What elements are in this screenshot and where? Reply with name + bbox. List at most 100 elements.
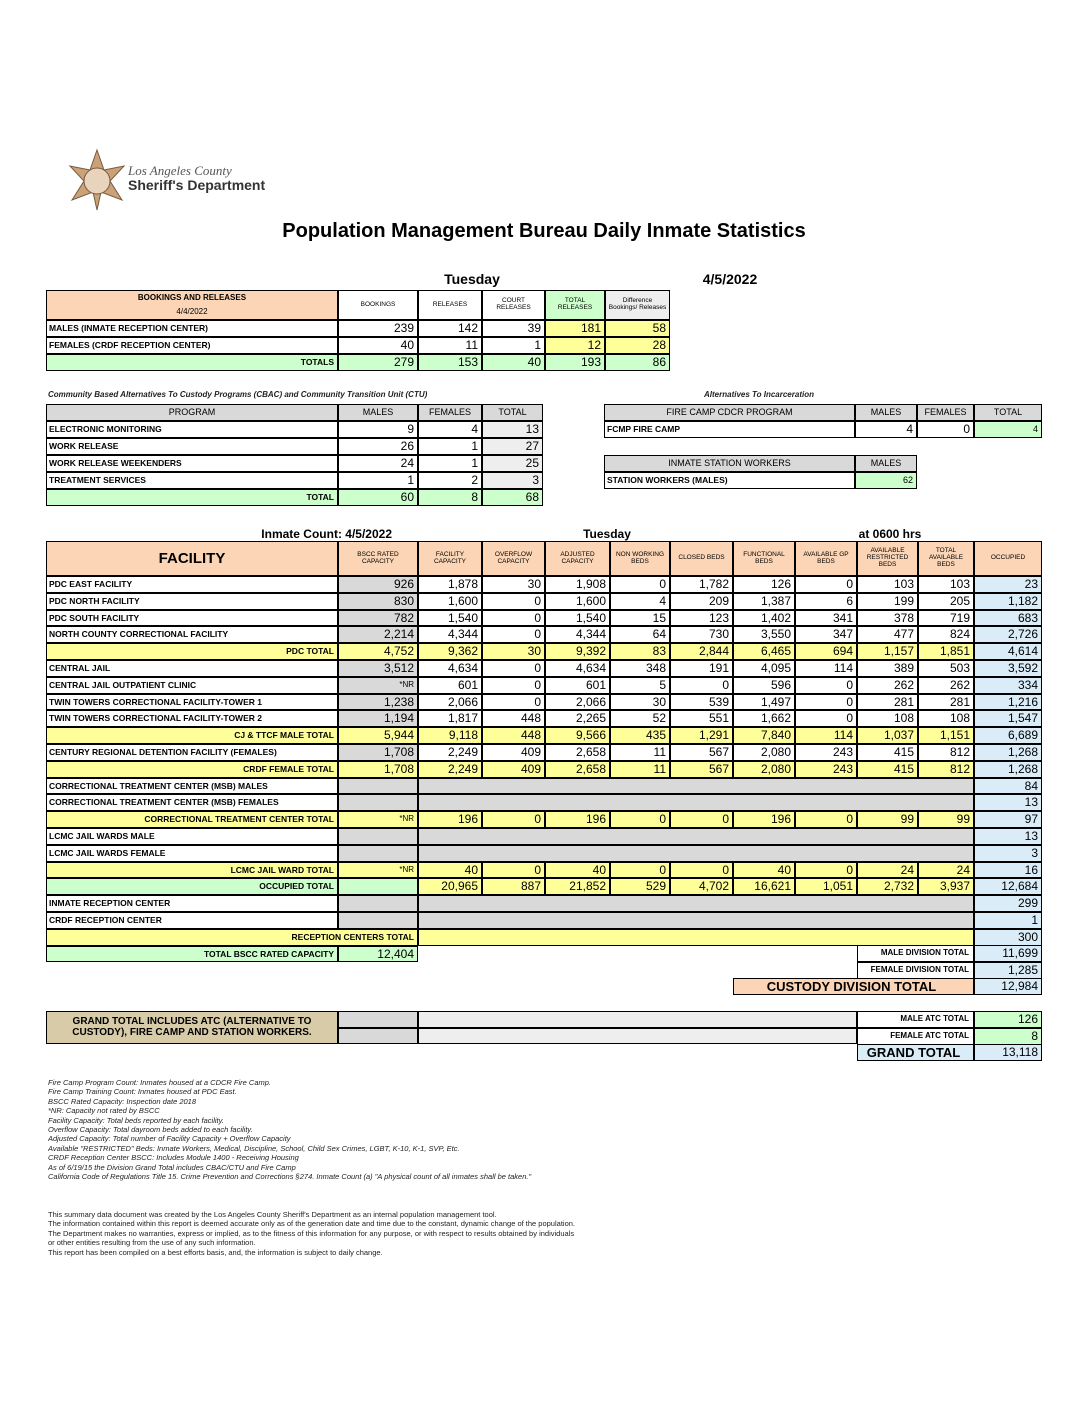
occupied-value: 1,182 (974, 592, 1042, 610)
cell-value: 1,051 (795, 878, 857, 896)
row-label: TOTAL BSCC RATED CAPACITY (46, 945, 338, 963)
cell-value: 415 (857, 760, 918, 778)
occupied-value: 12,684 (974, 878, 1042, 896)
cell-value: 13 (482, 421, 543, 438)
cell-value: 348 (610, 660, 670, 677)
date: 4/5/2022 (702, 270, 758, 287)
row-label: WORK RELEASE WEEKENDERS (46, 455, 338, 472)
cell-value: 694 (795, 643, 857, 660)
column-header: OVERFLOW CAPACITY (482, 541, 545, 576)
disclaimer-line: This report has been compiled on a best … (48, 1247, 383, 1257)
cell-value: 62 (855, 472, 917, 489)
cell-value: 52 (610, 710, 670, 728)
cell-value: 341 (795, 609, 857, 627)
empty-cell (418, 928, 974, 946)
column-header: TOTAL RELEASES (545, 290, 605, 320)
column-header: Difference Bookings/ Releases (605, 290, 670, 320)
column-header: FACILITY (46, 541, 338, 576)
cell-value: 12 (545, 337, 605, 354)
cell-value: 205 (918, 592, 974, 610)
cell-value: 347 (795, 626, 857, 644)
summary-value: 126 (974, 1011, 1042, 1028)
cell-value: 68 (482, 489, 543, 506)
column-header: ADJUSTED CAPACITY (545, 541, 610, 576)
occupied-value: 1,547 (974, 710, 1042, 728)
cell-value: 2,249 (418, 744, 482, 761)
cell-value: 114 (795, 660, 857, 677)
cell-value: 3,550 (733, 626, 795, 644)
cell-value: 4,095 (733, 660, 795, 677)
cell-value: 0 (795, 676, 857, 694)
cell-value: 2,066 (418, 693, 482, 711)
cell-value: 2 (418, 472, 482, 489)
cell-value: 2,658 (545, 744, 610, 761)
cell-value: 6 (795, 592, 857, 610)
cell-value: 4,752 (338, 643, 418, 660)
row-label: LCMC JAIL WARDS FEMALE (46, 844, 338, 862)
cell-value: 0 (482, 592, 545, 610)
cell-value: 0 (670, 676, 733, 694)
cell-value: 86 (605, 354, 670, 371)
row-label: NORTH COUNTY CORRECTIONAL FACILITY (46, 626, 338, 644)
cell-value: 1,662 (733, 710, 795, 728)
column-header: BOOKINGS (338, 290, 418, 320)
empty-cell (338, 1028, 418, 1044)
cell-value: 1,708 (338, 760, 418, 778)
cell-value: 243 (795, 760, 857, 778)
cell-value: 1,238 (338, 693, 418, 711)
cell-value: 1,817 (418, 710, 482, 728)
column-header: TOTAL (974, 404, 1042, 421)
column-header: FACILITY CAPACITY (418, 541, 482, 576)
cell-value: 1,878 (418, 576, 482, 593)
cell-value: 40 (545, 861, 610, 879)
cell-value: 103 (918, 576, 974, 593)
column-header: NON WORKING BEDS (610, 541, 670, 576)
cell-value: 196 (733, 811, 795, 828)
row-label: WORK RELEASE (46, 438, 338, 455)
cell-value: 20,965 (418, 878, 482, 896)
cell-value: 21,852 (545, 878, 610, 896)
row-label: CENTRAL JAIL (46, 660, 338, 677)
disclaimer-line: This summary data document was created b… (48, 1210, 497, 1220)
cell-value: 0 (795, 576, 857, 593)
occupied-value: 1,268 (974, 744, 1042, 761)
column-header: FIRE CAMP CDCR PROGRAM (604, 404, 855, 421)
cell-value: 126 (733, 576, 795, 593)
cell-value: 196 (418, 811, 482, 828)
cell-value: 0 (610, 861, 670, 879)
column-header: TOTAL (482, 404, 543, 421)
cell-value: 2,844 (670, 643, 733, 660)
column-header: MALES (855, 455, 917, 472)
bookings-date: 4/4/2022 (176, 306, 208, 316)
occupied-value: 334 (974, 676, 1042, 694)
cell-value: 58 (605, 320, 670, 337)
cell-value: 191 (670, 660, 733, 677)
cell-value: 2,214 (338, 626, 418, 644)
cell-value: 503 (918, 660, 974, 677)
cell-value: 0 (482, 660, 545, 677)
summary-value: 12,984 (974, 978, 1042, 995)
footnote: Adjusted Capacity: Total number of Facil… (48, 1134, 291, 1144)
cell-value: 3,512 (338, 660, 418, 677)
cell-value: 1,387 (733, 592, 795, 610)
cell-value: 28 (605, 337, 670, 354)
occupied-value: 23 (974, 576, 1042, 593)
row-label: TOTALS (46, 354, 338, 371)
row-label: FCMP FIRE CAMP (604, 421, 855, 438)
count-label: Inmate Count: 4/5/2022 (261, 526, 392, 541)
cell-value: 9,362 (418, 643, 482, 660)
cell-value: 824 (918, 626, 974, 644)
cell-value: 1,708 (338, 744, 418, 761)
summary-label: FEMALE ATC TOTAL (857, 1028, 974, 1045)
cell-value: 30 (610, 693, 670, 711)
cell-value: 2,265 (545, 710, 610, 728)
row-label: TOTAL (46, 489, 338, 506)
cell-value: 2,066 (545, 693, 610, 711)
disclaimer-line: or other entities resulting from the use… (48, 1238, 256, 1248)
column-header: MALES (855, 404, 917, 421)
cell-value: 0 (482, 676, 545, 694)
cell-value: 24 (338, 455, 418, 472)
footnote: Available "RESTRICTED" Beds: Inmate Work… (48, 1143, 460, 1153)
org-line2: Sheriff's Department (128, 177, 266, 193)
cell-value: 0 (482, 626, 545, 644)
